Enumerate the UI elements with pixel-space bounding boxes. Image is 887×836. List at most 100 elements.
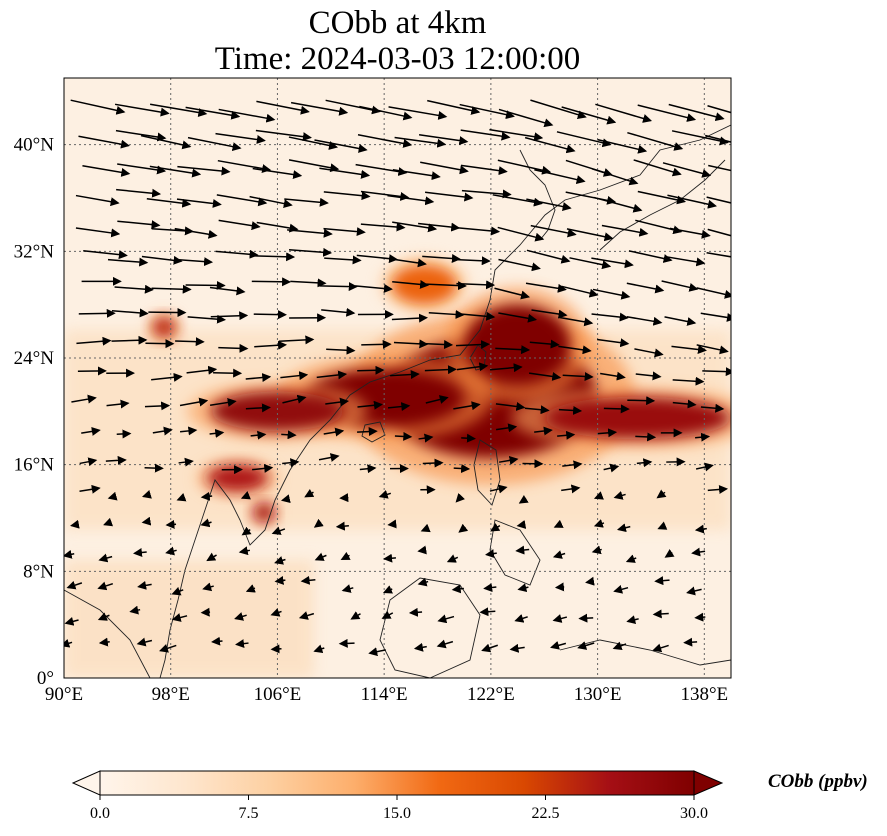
wind-vector: [177, 165, 231, 176]
wind-vector: [387, 194, 435, 206]
colorbar-tick-label: 15.0: [383, 805, 411, 822]
wind-vector: [83, 249, 128, 260]
wind-vector: [115, 129, 167, 142]
wind-vector: [106, 399, 130, 409]
lon-tick-label: 114°E: [361, 684, 408, 705]
wind-vector: [355, 163, 408, 176]
wind-vector: [151, 284, 192, 294]
wind-vector: [492, 194, 543, 207]
wind-vector: [270, 608, 282, 617]
wind-vector: [215, 249, 259, 259]
wind-vector: [517, 583, 529, 593]
wind-vector: [103, 517, 114, 527]
wind-vector: [637, 190, 687, 205]
wind-vector: [253, 310, 287, 320]
wind-vector: [425, 395, 449, 404]
wind-vector: [271, 526, 286, 535]
wind-vector: [70, 99, 126, 115]
wind-vector: [210, 311, 249, 321]
wind-vector: [284, 197, 329, 207]
wind-vector: [323, 191, 371, 201]
wind-vector: [552, 550, 566, 559]
wind-vector: [251, 277, 292, 287]
wind-vector: [686, 586, 702, 596]
wind-vector: [514, 614, 528, 623]
wind-vector: [217, 159, 272, 173]
lon-tick-label: 106°E: [254, 684, 302, 705]
wind-vector: [498, 258, 541, 272]
wind-vector: [319, 167, 371, 179]
wind-vector: [626, 282, 665, 294]
wind-vector: [245, 373, 272, 382]
wind-vector: [708, 164, 731, 172]
wind-vector: [185, 280, 226, 290]
wind-vector: [453, 401, 481, 411]
lon-tick-label: 138°E: [680, 684, 728, 705]
wind-vector: [424, 365, 457, 375]
longitude-tick-labels: 90°E 98°E 106°E 114°E 122°E 130°E 138°E: [45, 684, 728, 705]
lat-tick-label: 32°N: [14, 241, 55, 262]
wind-vector: [313, 518, 324, 528]
wind-vector: [82, 165, 131, 177]
wind-vector: [597, 138, 648, 154]
wind-vector: [569, 257, 612, 270]
wind-vector: [671, 345, 707, 354]
lat-tick-label: 24°N: [14, 348, 55, 369]
wind-vector: [97, 612, 110, 621]
wind-vector: [419, 340, 454, 350]
wind-vector: [176, 198, 222, 208]
wind-vector: [238, 546, 251, 556]
wind-vector: [529, 339, 560, 349]
wind-vector: [129, 605, 141, 615]
wind-vector: [525, 282, 567, 293]
wind-vector: [591, 545, 602, 555]
wind-vector: [459, 103, 515, 120]
wind-vector: [558, 405, 583, 415]
wind-vector: [672, 399, 697, 409]
wind-vector: [314, 552, 327, 561]
wind-vector: [422, 253, 461, 263]
wind-vector: [152, 426, 173, 436]
wind-vector: [578, 613, 594, 623]
plot-title-line-2: Time: 2024-03-03 12:00:00: [214, 41, 581, 77]
wind-vector: [634, 348, 664, 358]
wind-vector: [553, 519, 564, 528]
wind-vector: [451, 584, 464, 594]
wind-vector: [554, 582, 565, 592]
wind-vector: [509, 643, 525, 653]
map-panel: [64, 78, 731, 678]
latitude-tick-labels: 0° 8°N 16°N 24°N 32°N 40°N: [14, 135, 55, 689]
wind-vector: [316, 370, 348, 380]
wind-vector: [78, 308, 116, 318]
wind-vector: [256, 100, 310, 115]
wind-vector: [707, 105, 731, 114]
wind-vector: [200, 491, 213, 501]
coastline-hainan: [361, 421, 386, 443]
wind-vector: [418, 222, 461, 232]
wind-vector: [498, 455, 519, 465]
wind-vector: [249, 195, 293, 209]
wind-vector: [235, 639, 249, 649]
wind-vector: [116, 188, 162, 198]
wind-vector: [683, 637, 698, 647]
wind-vector: [694, 524, 707, 534]
wind-vector: [253, 252, 296, 262]
wind-vector: [413, 642, 427, 652]
wind-vector: [696, 287, 731, 299]
wind-vector: [417, 577, 429, 587]
wind-vector: [456, 362, 489, 372]
wind-vector: [446, 554, 459, 563]
wind-vector: [613, 584, 629, 594]
wind-vector: [705, 134, 731, 143]
wind-vector: [428, 309, 465, 319]
wind-vector: [105, 455, 127, 465]
wind-vector: [339, 493, 349, 503]
wind-vector: [490, 522, 501, 532]
wind-vector: [662, 162, 712, 178]
wind-vector: [707, 228, 731, 237]
wind-vector: [116, 429, 132, 439]
wind-vector: [495, 402, 526, 411]
wind-vector: [146, 197, 192, 208]
wind-vector: [288, 159, 340, 173]
